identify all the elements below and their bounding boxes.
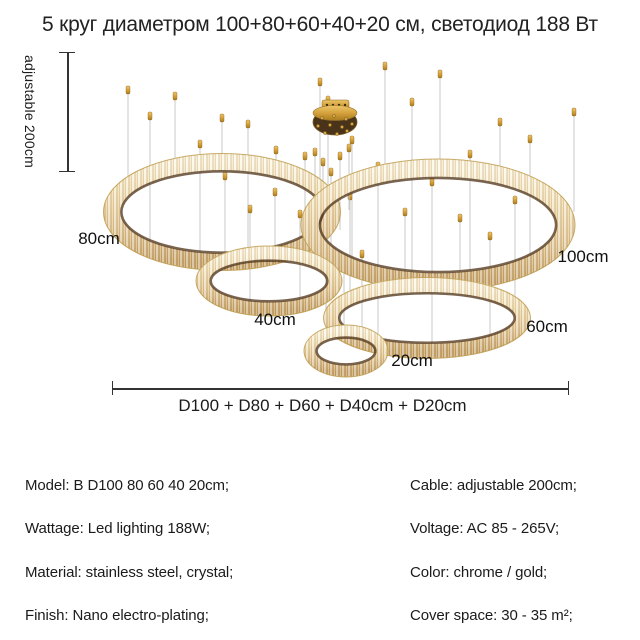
spec-color: Color: chrome / gold; <box>410 564 548 581</box>
ceiling-canopy <box>312 99 358 136</box>
height-dimension-label: adjustable 200cm <box>22 54 38 168</box>
width-dimension-line <box>112 381 569 395</box>
ring-label-40cm: 40cm <box>254 310 296 329</box>
width-formula: D100 + D80 + D60 + D40cm + D20cm <box>178 396 467 415</box>
spec-material: Material: stainless steel, crystal; <box>25 564 234 581</box>
crystal-rings <box>103 153 576 378</box>
ring-label-100cm: 100cm <box>557 247 609 266</box>
spec-cover: Cover space: 30 - 35 m²; <box>410 607 573 624</box>
page-title: 5 круг диаметром 100+80+60+40+20 см, све… <box>42 13 598 36</box>
height-dimension-line <box>59 52 75 172</box>
ring-label-60cm: 60cm <box>526 317 568 336</box>
spec-finish: Finish: Nano electro-plating; <box>25 607 209 624</box>
ring-label-20cm: 20cm <box>391 351 433 370</box>
spec-cable: Cable: adjustable 200cm; <box>410 477 577 494</box>
spec-model: Model: B D100 80 60 40 20cm; <box>25 477 229 494</box>
ring-label-80cm: 80cm <box>78 229 120 248</box>
spec-wattage: Wattage: Led lighting 188W; <box>25 520 210 537</box>
spec-voltage: Voltage: AC 85 - 265V; <box>410 520 560 537</box>
